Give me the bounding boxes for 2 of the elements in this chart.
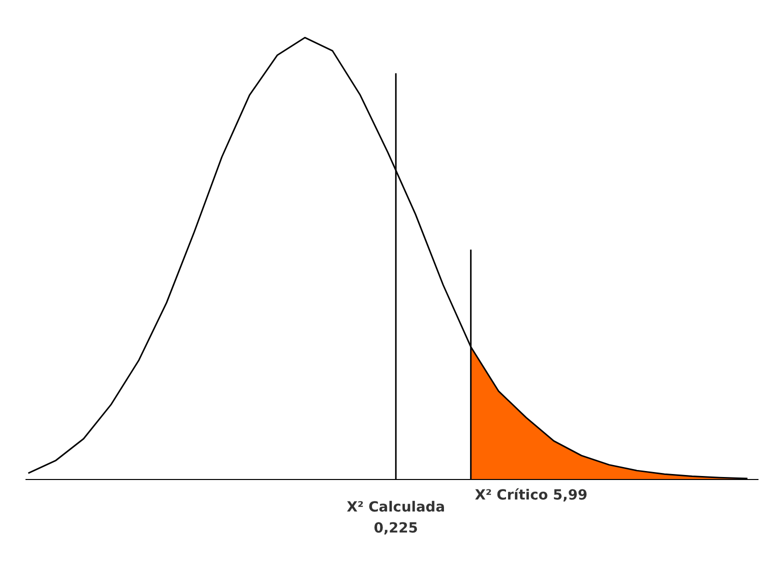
text: X² Calculada 0,225 bbox=[346, 499, 446, 536]
text: X² Crítico 5,99 bbox=[474, 487, 588, 504]
